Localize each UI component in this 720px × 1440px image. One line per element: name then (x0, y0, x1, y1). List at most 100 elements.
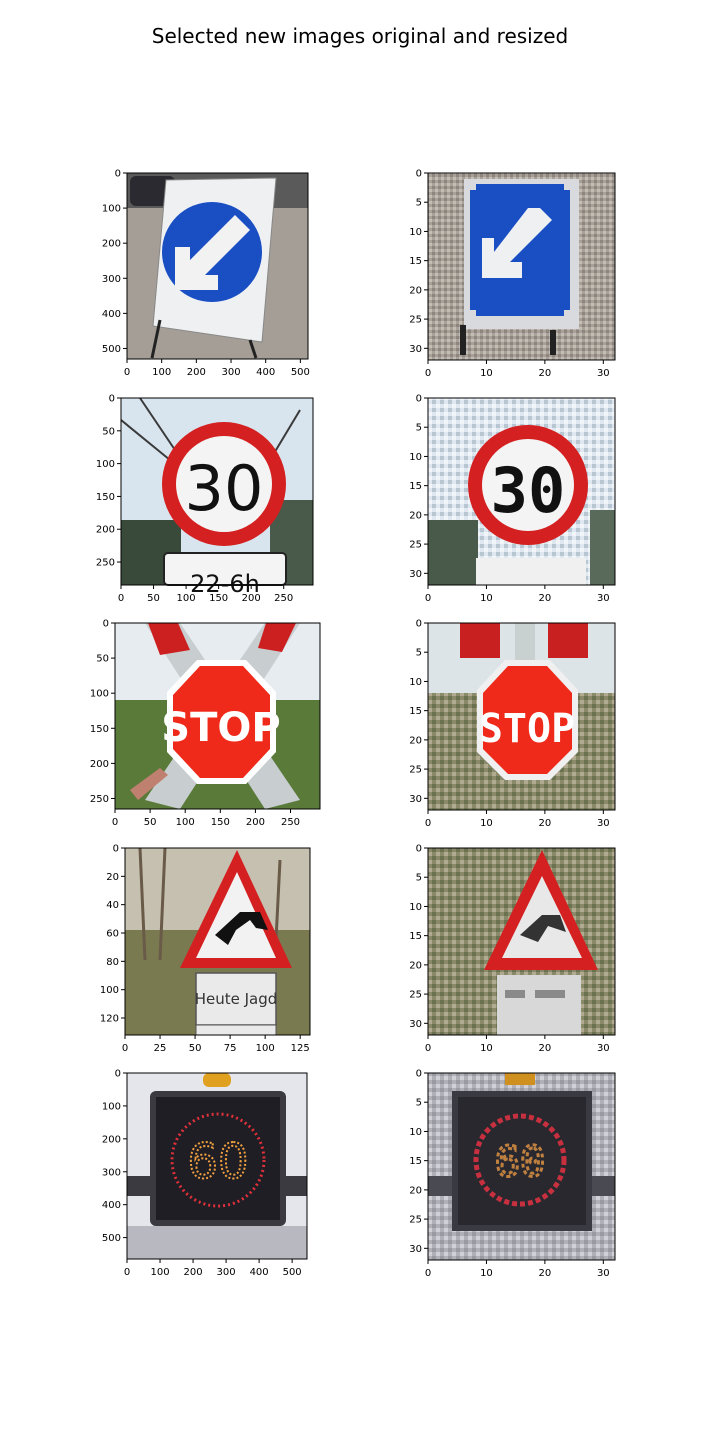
panel-resized-stop: STOP (428, 623, 615, 810)
x-tick-label: 400 (256, 367, 275, 378)
panel-original-led-60: 60 (127, 1073, 307, 1259)
y-tick-label: 300 (102, 274, 121, 285)
x-tick-label: 0 (124, 367, 130, 378)
y-tick-label: 25 (409, 765, 422, 776)
y-tick-label: 20 (409, 510, 422, 521)
y-tick-label: 15 (409, 931, 422, 942)
panel-resized-speed-30: 30 (428, 398, 615, 585)
y-tick-label: 0 (416, 169, 422, 180)
axes-frame (126, 1072, 308, 1260)
y-tick-label: 0 (115, 169, 121, 180)
stop-text: STOP (161, 705, 280, 751)
axes-frame (427, 1072, 616, 1261)
y-tick-label: 150 (96, 492, 115, 503)
x-tick-label: 75 (224, 1043, 237, 1054)
x-tick-label: 0 (425, 1268, 431, 1279)
y-tick-label: 0 (115, 1069, 121, 1080)
x-tick-label: 200 (242, 593, 261, 604)
y-tick-label: 20 (409, 1185, 422, 1196)
y-tick-label: 5 (416, 873, 422, 884)
led-60-text: 60 (187, 1134, 248, 1190)
axes-frame (427, 172, 616, 361)
x-tick-label: 30 (597, 368, 610, 379)
y-tick-label: 50 (102, 426, 115, 437)
y-tick-label: 30 (409, 1019, 422, 1030)
y-tick-label: 10 (409, 677, 422, 688)
x-tick-label: 100 (150, 1267, 169, 1278)
panel-resized-led-60: 60 (428, 1073, 615, 1260)
x-tick-label: 10 (480, 818, 493, 829)
x-tick-label: 50 (144, 817, 157, 828)
x-tick-label: 0 (425, 368, 431, 379)
axes-frame (427, 847, 616, 1036)
y-tick-label: 15 (409, 706, 422, 717)
plate-22-6h-text: 22-6h (190, 570, 260, 598)
figure-title: Selected new images original and resized (151, 24, 569, 48)
y-tick-label: 0 (113, 844, 119, 855)
y-tick-label: 100 (102, 1101, 121, 1112)
x-tick-label: 200 (246, 817, 265, 828)
x-tick-label: 125 (291, 1043, 310, 1054)
x-tick-label: 30 (597, 818, 610, 829)
x-tick-label: 10 (480, 1268, 493, 1279)
x-tick-label: 500 (283, 1267, 302, 1278)
axes-frame (120, 397, 314, 586)
axes-frame (114, 622, 321, 810)
x-tick-label: 100 (256, 1043, 275, 1054)
y-tick-label: 500 (102, 1233, 121, 1244)
y-tick-label: 0 (416, 844, 422, 855)
y-tick-label: 10 (409, 227, 422, 238)
resized-stop-text: STOP (479, 706, 575, 752)
y-tick-label: 30 (409, 569, 422, 580)
y-tick-label: 30 (409, 1244, 422, 1255)
y-tick-label: 5 (416, 198, 422, 209)
y-tick-label: 15 (409, 481, 422, 492)
y-tick-label: 100 (96, 459, 115, 470)
resized-30-text: 30 (491, 454, 566, 527)
y-tick-label: 5 (416, 648, 422, 659)
y-tick-label: 20 (409, 735, 422, 746)
x-tick-label: 50 (147, 593, 160, 604)
x-tick-label: 100 (152, 367, 171, 378)
y-tick-label: 250 (90, 794, 109, 805)
panel-original-keep-left (127, 173, 308, 359)
x-tick-label: 10 (480, 368, 493, 379)
y-tick-label: 25 (409, 315, 422, 326)
x-tick-label: 25 (154, 1043, 167, 1054)
x-tick-label: 0 (425, 1043, 431, 1054)
y-tick-label: 15 (409, 256, 422, 267)
x-tick-label: 20 (539, 1268, 552, 1279)
x-tick-label: 10 (480, 593, 493, 604)
y-tick-label: 20 (409, 960, 422, 971)
y-tick-label: 250 (96, 558, 115, 569)
panel-original-speed-30: 30 22-6h (120, 397, 313, 598)
x-tick-label: 30 (597, 1268, 610, 1279)
y-tick-label: 500 (102, 344, 121, 355)
y-tick-label: 10 (409, 902, 422, 913)
y-tick-label: 40 (106, 900, 119, 911)
x-tick-label: 200 (187, 367, 206, 378)
x-tick-label: 0 (425, 593, 431, 604)
y-tick-label: 0 (416, 619, 422, 630)
y-tick-label: 30 (409, 344, 422, 355)
axes-frame (427, 397, 616, 586)
x-tick-label: 30 (597, 593, 610, 604)
panel-resized-wild-animals (428, 848, 615, 1035)
y-tick-label: 400 (102, 309, 121, 320)
panel-original-wild-animals: Heute Jagd (125, 847, 310, 1036)
y-tick-label: 100 (102, 204, 121, 215)
y-tick-label: 120 (100, 1014, 119, 1025)
x-tick-label: 500 (291, 367, 310, 378)
axes-frame (427, 622, 616, 811)
y-tick-label: 20 (106, 872, 119, 883)
y-tick-label: 0 (103, 619, 109, 630)
y-tick-label: 5 (416, 423, 422, 434)
y-tick-label: 100 (90, 689, 109, 700)
y-tick-label: 10 (409, 452, 422, 463)
y-tick-label: 50 (96, 654, 109, 665)
y-tick-label: 10 (409, 1127, 422, 1138)
x-tick-label: 100 (176, 817, 195, 828)
y-tick-label: 100 (100, 985, 119, 996)
x-tick-label: 20 (539, 1043, 552, 1054)
